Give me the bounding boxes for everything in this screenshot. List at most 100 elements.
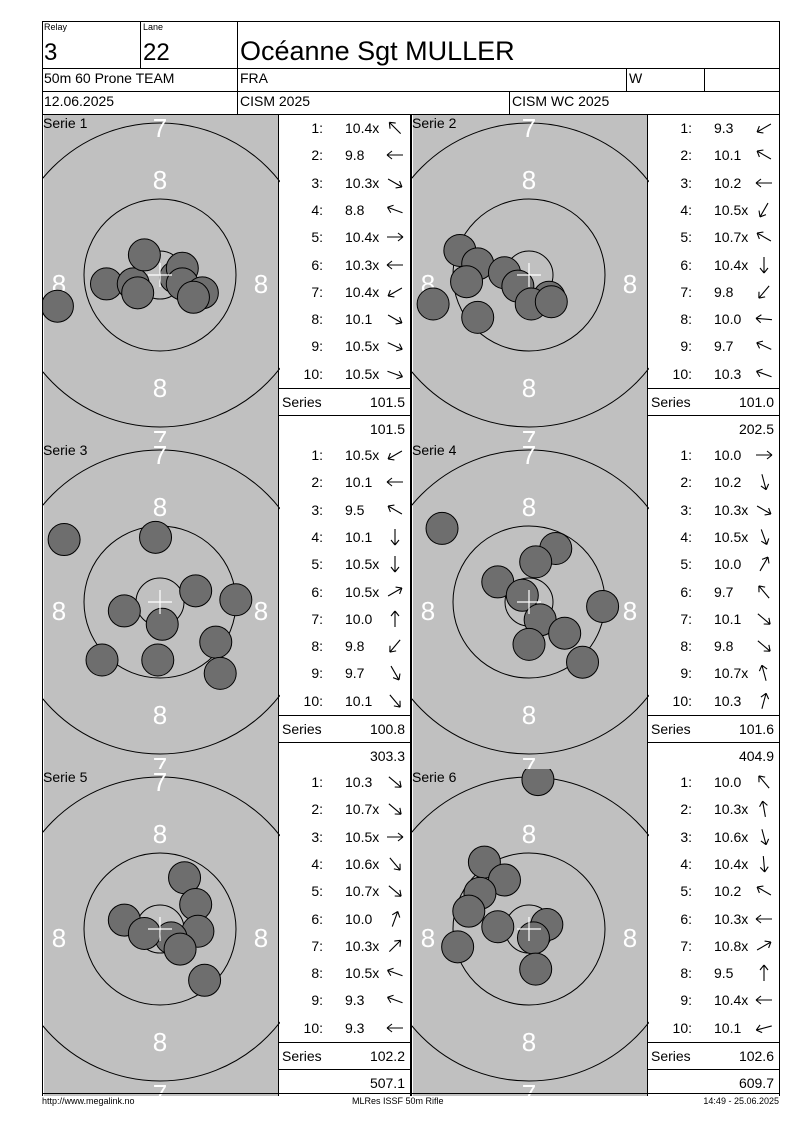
direction-arrow-icon: [760, 828, 770, 845]
shot-score: 10.3x: [345, 174, 380, 191]
shot-row: 5: 10.5x: [279, 551, 411, 578]
shot-list: 1: 10.5x 2: 10.1 3: 9.5 4: 10.1 5: 10.5x 6: 10.5x 7:…: [279, 442, 411, 769]
shot-row: 9: 10.4x: [648, 987, 780, 1014]
direction-arrow-icon: [755, 995, 772, 1005]
shot-number: 1:: [311, 447, 323, 463]
score-sheet: Relay 3 Lane 22 Océanne Sgt MULLER 50m 6…: [0, 21, 780, 1130]
series-total-label: Series: [282, 394, 322, 410]
gender: W: [629, 70, 643, 86]
shot-number: 4:: [311, 201, 323, 218]
event-name: 50m 60 Prone TEAM: [44, 70, 175, 86]
direction-arrow-icon: [391, 910, 401, 927]
shot-number: 3:: [680, 501, 692, 518]
shot-score: 9.7: [714, 338, 734, 355]
direction-arrow-icon: [388, 121, 402, 135]
shot-number: 8:: [311, 638, 323, 655]
ring-number: 8: [522, 373, 536, 403]
direction-arrow-icon: [759, 855, 769, 873]
shot-row: 2: 10.7x: [279, 796, 411, 823]
shot-impact: [516, 921, 550, 955]
date-cell: 12.06.2025: [42, 92, 238, 114]
direction-arrow-icon: [389, 694, 401, 708]
cumulative-row: 202.5: [648, 415, 780, 442]
shot-number: 5:: [680, 883, 692, 900]
direction-arrow-icon: [756, 123, 772, 134]
shot-row: 6: 10.4x: [648, 252, 780, 279]
shot-impact: [521, 763, 555, 797]
shot-score: 10.1: [345, 692, 373, 709]
shot-impact: [121, 276, 155, 310]
shot-score: 10.5x: [345, 828, 380, 845]
shot-score: 10.1: [345, 311, 373, 328]
shot-row: 2: 10.2: [648, 469, 780, 496]
shot-row: 3: 10.2: [648, 170, 780, 197]
shot-row: 6: 10.3x: [279, 252, 411, 279]
shot-number: 4:: [680, 201, 692, 218]
shot-number: 2:: [680, 801, 692, 818]
direction-arrow-icon: [756, 340, 772, 351]
direction-arrow-icon: [758, 665, 768, 682]
direction-arrow-icon: [758, 285, 770, 299]
event-cell: 50m 60 Prone TEAM: [42, 69, 238, 91]
direction-arrow-icon: [756, 940, 772, 951]
shot-number: 7:: [680, 937, 692, 954]
shot-score: 10.4x: [345, 229, 380, 246]
footer-left: http://www.megalink.no: [42, 1096, 135, 1106]
relay-number: 3: [44, 39, 58, 66]
cumulative-row: 303.3: [279, 742, 411, 769]
shot-score: 10.0: [714, 311, 742, 328]
ring-number: 8: [421, 923, 435, 953]
shot-score: 10.5x: [345, 447, 380, 463]
direction-arrow-icon: [387, 967, 403, 977]
shot-score: 10.3x: [714, 501, 749, 518]
direction-arrow-icon: [756, 450, 773, 460]
shot-number: 4:: [311, 855, 323, 872]
shot-number: 9:: [311, 992, 323, 1009]
shot-row: 10: 10.3: [648, 688, 780, 715]
lane-label: Lane: [143, 22, 164, 32]
series-total-label: Series: [282, 1048, 322, 1064]
ring-number: 8: [254, 269, 268, 299]
target-face: 7 7 8 8 8 8 Serie 5: [0, 708, 381, 1130]
shot-row: 3: 10.6x: [648, 824, 780, 851]
shot-number: 4:: [680, 855, 692, 872]
ring-number: 8: [623, 269, 637, 299]
shot-number: 10:: [672, 692, 692, 709]
shot-number: 7:: [680, 610, 692, 627]
shot-row: 8: 10.5x: [279, 960, 411, 987]
shot-number: 7:: [680, 283, 692, 300]
shot-score: 10.0: [714, 774, 742, 790]
shot-score: 9.5: [345, 501, 365, 518]
cumulative-row: 101.5: [279, 415, 411, 442]
shot-number: 10:: [303, 1019, 323, 1036]
shot-row: 7: 10.3x: [279, 933, 411, 960]
relay-cell: Relay 3: [42, 22, 140, 68]
shot-row: 3: 10.5x: [279, 824, 411, 851]
shot-row: 9: 9.7: [279, 660, 411, 687]
ring-number: 8: [52, 596, 66, 626]
header-row-3: 12.06.2025 CISM 2025 CISM WC 2025: [42, 91, 780, 115]
shot-score: 9.8: [714, 638, 734, 655]
shot-row: 8: 9.8: [279, 633, 411, 660]
shot-row: 5: 10.2: [648, 878, 780, 905]
cumulative-row: 609.7: [648, 1069, 780, 1096]
ring-number: 8: [153, 492, 167, 522]
shot-row: 9: 10.5x: [279, 333, 411, 360]
cumulative-total: 303.3: [369, 748, 405, 764]
shot-number: 5:: [311, 229, 323, 246]
ring-number: 7: [522, 425, 536, 442]
shot-impact: [203, 656, 237, 690]
direction-arrow-icon: [760, 529, 770, 545]
shot-impact: [416, 287, 450, 321]
series-total-row: Series 102.6: [648, 1042, 780, 1069]
ring-number: 8: [623, 923, 637, 953]
shot-score: 10.5x: [345, 965, 380, 982]
shot-number: 1:: [311, 774, 323, 790]
shot-row: 1: 10.0: [648, 442, 780, 469]
shot-row: 10: 10.5x: [279, 361, 411, 388]
direction-arrow-icon: [390, 610, 400, 627]
shot-score: 10.1: [714, 1019, 742, 1036]
direction-arrow-icon: [760, 692, 770, 709]
